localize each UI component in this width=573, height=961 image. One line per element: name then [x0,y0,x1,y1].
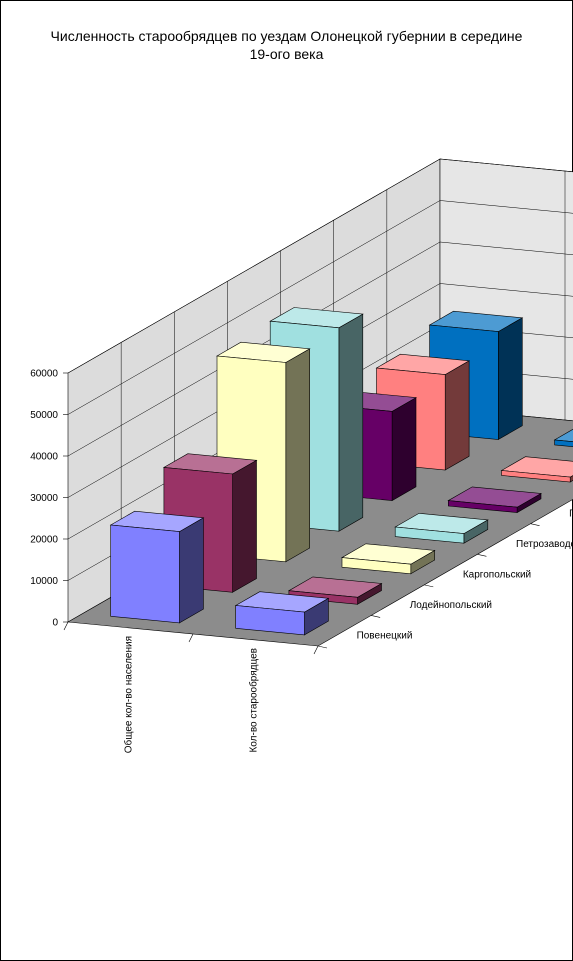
bar [234,591,330,636]
series-tick [424,584,434,588]
y-tick-label: 10000 [30,576,58,587]
category-tick [188,633,194,643]
bar [447,486,542,514]
bar-front [341,557,412,575]
bar-front [288,590,358,605]
series-label: Пудожский [569,508,573,519]
series-label: Петрозаводский [516,539,573,550]
series-label: Каргопольский [463,570,531,581]
bar [553,428,573,447]
category-label: Общее кол-во населения [123,636,135,753]
series-tick [371,615,381,618]
category-label: Кол-во старообрядцев [248,648,260,753]
y-tick-label: 50000 [30,410,58,421]
bar-side [285,348,311,563]
chart-title: Численность старообрядцев по уездам Олон… [50,28,523,62]
y-tick-label: 20000 [30,535,58,546]
series-tick [477,553,487,557]
bar-side [179,517,204,624]
bar [500,456,573,483]
bar-front [447,500,518,513]
gridline-h [67,241,573,457]
category-tick [313,645,319,655]
bar-side [391,397,417,502]
bar-front [394,526,465,544]
category-tick [63,621,69,631]
bar-side [338,313,364,532]
bar [394,512,489,544]
bar [341,543,436,575]
bar-front [554,439,573,447]
series-label: Лодейнопольский [410,600,492,611]
gridline-h [67,283,573,498]
bar-side [444,360,470,471]
y-tick-label: 0 [52,618,58,629]
bar-top [553,428,573,442]
gridline-h [67,200,573,415]
y-tick-label: 40000 [30,452,58,463]
bar-front [235,605,305,636]
series-tick [317,645,328,649]
bar-side [232,459,257,593]
series-tick [530,523,540,527]
bar-front [110,524,180,624]
y-tick-label: 30000 [30,493,58,504]
bar [287,576,383,605]
bar-side [497,317,523,441]
y-tick-label: 60000 [30,369,58,380]
gridline-h [67,158,573,374]
series-label: Повенецкий [357,631,413,642]
bar [109,510,205,624]
bar-front [501,470,571,483]
